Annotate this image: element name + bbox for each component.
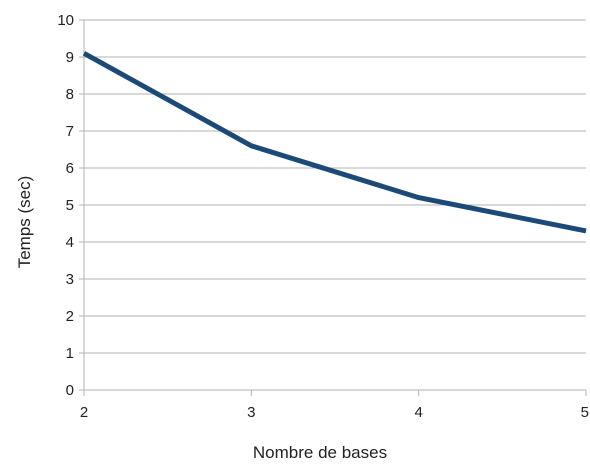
x-axis-title: Nombre de bases bbox=[253, 443, 387, 462]
y-tick-label: 3 bbox=[66, 271, 74, 288]
y-tick-label: 9 bbox=[66, 49, 74, 66]
x-tick-label: 4 bbox=[414, 404, 422, 421]
x-axis-tick-labels: 2 3 4 5 bbox=[80, 404, 589, 421]
axes bbox=[79, 19, 587, 396]
y-tick-label: 4 bbox=[66, 234, 74, 251]
x-tick-label: 3 bbox=[247, 404, 255, 421]
series-layer bbox=[82, 51, 587, 234]
y-tick-label: 6 bbox=[66, 160, 74, 177]
y-tick-label: 1 bbox=[66, 345, 74, 362]
y-tick-label: 2 bbox=[66, 308, 74, 325]
y-tick-label: 8 bbox=[66, 86, 74, 103]
y-tick-label: 5 bbox=[66, 197, 74, 214]
x-tick-label: 5 bbox=[581, 404, 589, 421]
y-axis-tick-labels: 0 1 2 3 4 5 6 7 8 9 10 bbox=[57, 12, 74, 399]
x-tick-label: 2 bbox=[80, 404, 88, 421]
series-line bbox=[82, 51, 587, 234]
y-tick-label: 0 bbox=[66, 382, 74, 399]
y-axis-title: Temps (sec) bbox=[15, 176, 34, 269]
y-tick-label: 7 bbox=[66, 123, 74, 140]
y-tick-label: 10 bbox=[57, 12, 74, 29]
horizontal-gridlines bbox=[84, 19, 586, 354]
